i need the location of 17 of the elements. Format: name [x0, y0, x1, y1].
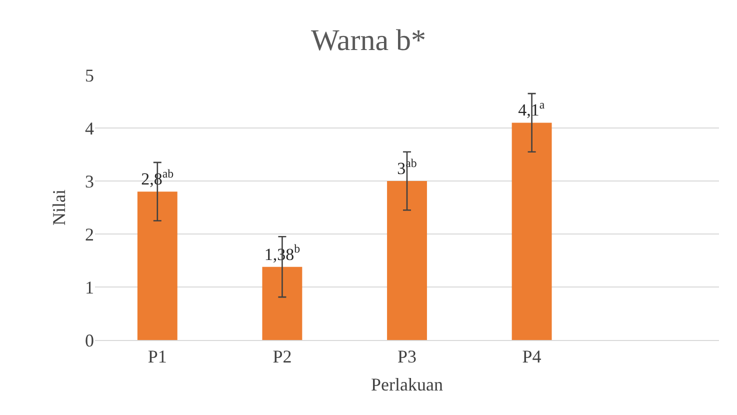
bar	[137, 192, 178, 340]
x-axis-title: Perlakuan	[371, 374, 443, 395]
bar	[512, 122, 552, 340]
y-axis-title: Nilai	[49, 190, 70, 226]
y-tick-label: 5	[85, 65, 94, 86]
y-tick-label: 4	[85, 118, 94, 138]
y-tick-label: 2	[85, 224, 94, 244]
y-tick-label: 1	[85, 277, 94, 298]
chart-title: Warna b*	[310, 24, 426, 58]
x-tick-label: P4	[522, 346, 542, 367]
x-tick-label: P1	[148, 346, 167, 367]
x-tick-label: P2	[272, 346, 292, 367]
bar	[262, 266, 302, 340]
y-tick-label: 0	[85, 330, 94, 350]
y-tick-label: 3	[85, 171, 94, 192]
bar	[387, 181, 427, 340]
x-tick-label: P3	[397, 346, 417, 367]
